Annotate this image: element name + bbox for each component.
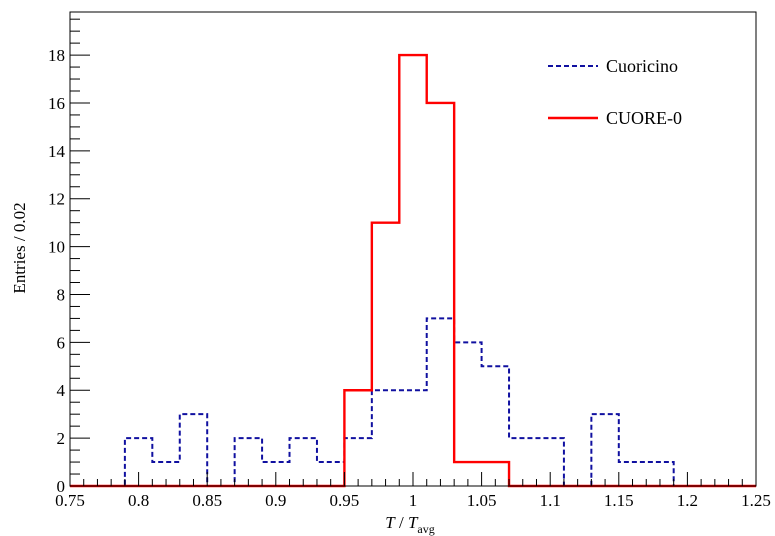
x-tick-label: 1.15: [604, 491, 634, 510]
plot-area: [70, 12, 756, 486]
y-axis: 0 2 4 6 8 10 12 14 16 18: [48, 18, 90, 496]
x-tick-label: 0.8: [128, 491, 149, 510]
plot-background: [70, 12, 756, 486]
x-axis-title: T / Tavg: [385, 513, 435, 536]
y-tick-label: 12: [48, 190, 65, 209]
x-tick-label: 1.25: [741, 491, 771, 510]
y-tick-label: 2: [57, 429, 66, 448]
legend: Cuoricino CUORE-0: [548, 56, 682, 128]
y-tick-label: 6: [57, 333, 66, 352]
y-tick-label: 16: [48, 94, 65, 113]
y-axis-title: Entries / 0.02: [10, 202, 29, 293]
y-tick-label: 18: [48, 46, 65, 65]
x-axis: 0.75 0.8 0.85 0.9 0.95 1 1.05 1.1 1.15 1.2 1.25: [55, 472, 771, 510]
y-tick-label: 14: [48, 142, 66, 161]
x-tick-label: 1.05: [467, 491, 497, 510]
y-tick-label: 8: [57, 285, 66, 304]
x-tick-label: 0.85: [192, 491, 222, 510]
y-tick-label: 10: [48, 238, 65, 257]
legend-label: Cuoricino: [606, 56, 678, 76]
x-tick-label: 0.9: [265, 491, 286, 510]
x-tick-label: 1: [409, 491, 418, 510]
x-tick-label: 0.95: [330, 491, 360, 510]
y-tick-label: 0: [57, 477, 66, 496]
x-tick-label: 1.1: [540, 491, 561, 510]
x-tick-label: 0.75: [55, 491, 85, 510]
legend-label: CUORE-0: [606, 108, 682, 128]
x-tick-label: 1.2: [677, 491, 698, 510]
y-tick-label: 4: [57, 381, 66, 400]
series-line-cuoricino: [70, 317, 756, 487]
